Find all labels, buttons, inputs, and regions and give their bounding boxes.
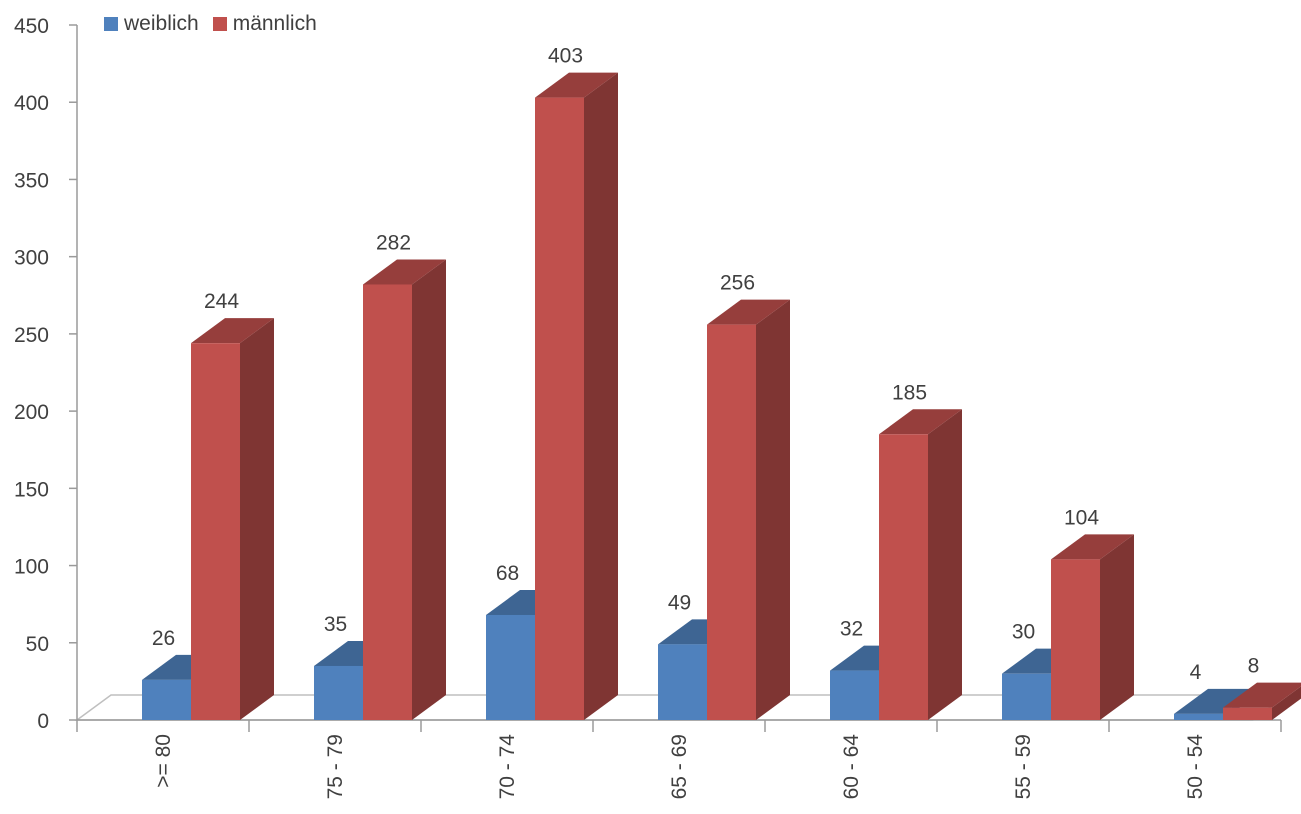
bar-maennlich xyxy=(707,324,756,720)
bar-weiblich xyxy=(830,670,879,720)
y-tick-label: 200 xyxy=(14,401,49,424)
legend-swatch-weiblich xyxy=(104,17,118,31)
bar-weiblich xyxy=(1174,713,1223,720)
legend: weiblich männlich xyxy=(104,12,317,36)
legend-label-weiblich: weiblich xyxy=(124,12,199,35)
bar-top-maennlich xyxy=(191,318,274,344)
data-label-maennlich: 185 xyxy=(892,381,927,404)
bar-side-maennlich xyxy=(928,409,962,720)
y-tick-label: 100 xyxy=(14,556,49,579)
data-label-weiblich: 49 xyxy=(668,591,691,614)
y-tick-label: 0 xyxy=(37,710,49,733)
x-tick-label: 50 - 54 xyxy=(1184,734,1207,800)
data-label-maennlich: 403 xyxy=(548,45,583,68)
data-label-maennlich: 244 xyxy=(204,290,239,313)
bar-top-maennlich xyxy=(1223,682,1301,708)
x-tick-label: 75 - 79 xyxy=(324,734,347,799)
y-tick-label: 150 xyxy=(14,478,49,501)
bar-maennlich xyxy=(879,434,928,720)
bar-top-maennlich xyxy=(879,409,962,435)
data-label-weiblich: 30 xyxy=(1012,621,1035,644)
bar-side-maennlich xyxy=(756,299,790,720)
bar-top-maennlich xyxy=(535,72,618,98)
legend-item-weiblich: weiblich xyxy=(104,12,199,36)
bar-side-maennlich xyxy=(584,72,618,721)
data-label-weiblich: 26 xyxy=(152,627,175,650)
bar-top-maennlich xyxy=(1051,534,1134,560)
y-tick-label: 400 xyxy=(14,92,49,115)
bar-weiblich xyxy=(658,644,707,720)
bar-top-maennlich xyxy=(707,299,790,325)
bar-weiblich xyxy=(314,665,363,720)
data-label-weiblich: 35 xyxy=(324,613,347,636)
data-label-maennlich: 8 xyxy=(1248,655,1260,678)
bar-maennlich xyxy=(1223,707,1272,720)
bar-weiblich xyxy=(486,614,535,720)
bar-maennlich xyxy=(191,343,240,720)
bar-maennlich xyxy=(535,97,584,721)
data-label-weiblich: 68 xyxy=(496,562,519,585)
data-label-weiblich: 32 xyxy=(840,618,863,641)
bar-maennlich xyxy=(1051,559,1100,720)
y-tick-label: 50 xyxy=(26,633,49,656)
bar-weiblich xyxy=(142,679,191,720)
data-label-maennlich: 282 xyxy=(376,231,411,254)
y-tick-label: 450 xyxy=(14,15,49,38)
x-tick-label: >= 80 xyxy=(152,734,175,788)
bar-side-maennlich xyxy=(1100,534,1134,720)
data-label-maennlich: 104 xyxy=(1064,506,1099,529)
bar-side-maennlich xyxy=(240,318,274,720)
y-tick-label: 250 xyxy=(14,324,49,347)
bar-weiblich xyxy=(1002,673,1051,720)
x-tick-label: 70 - 74 xyxy=(496,734,519,800)
data-label-weiblich: 4 xyxy=(1190,661,1202,684)
y-tick-label: 350 xyxy=(14,169,49,192)
y-tick-label: 300 xyxy=(14,247,49,270)
bar-maennlich xyxy=(363,284,412,720)
data-label-maennlich: 256 xyxy=(720,272,755,295)
bar-side-maennlich xyxy=(1272,686,1301,720)
legend-swatch-maennlich xyxy=(212,17,227,31)
x-tick-label: 55 - 59 xyxy=(1012,734,1035,799)
legend-item-maennlich: männlich xyxy=(212,12,317,36)
bar-top-maennlich xyxy=(363,259,446,285)
x-tick-label: 60 - 64 xyxy=(840,734,863,800)
x-tick-label: 65 - 69 xyxy=(668,734,691,799)
legend-label-maennlich: männlich xyxy=(232,12,317,35)
bar-top-weiblich xyxy=(1174,688,1257,714)
bar-side-maennlich xyxy=(412,259,446,720)
